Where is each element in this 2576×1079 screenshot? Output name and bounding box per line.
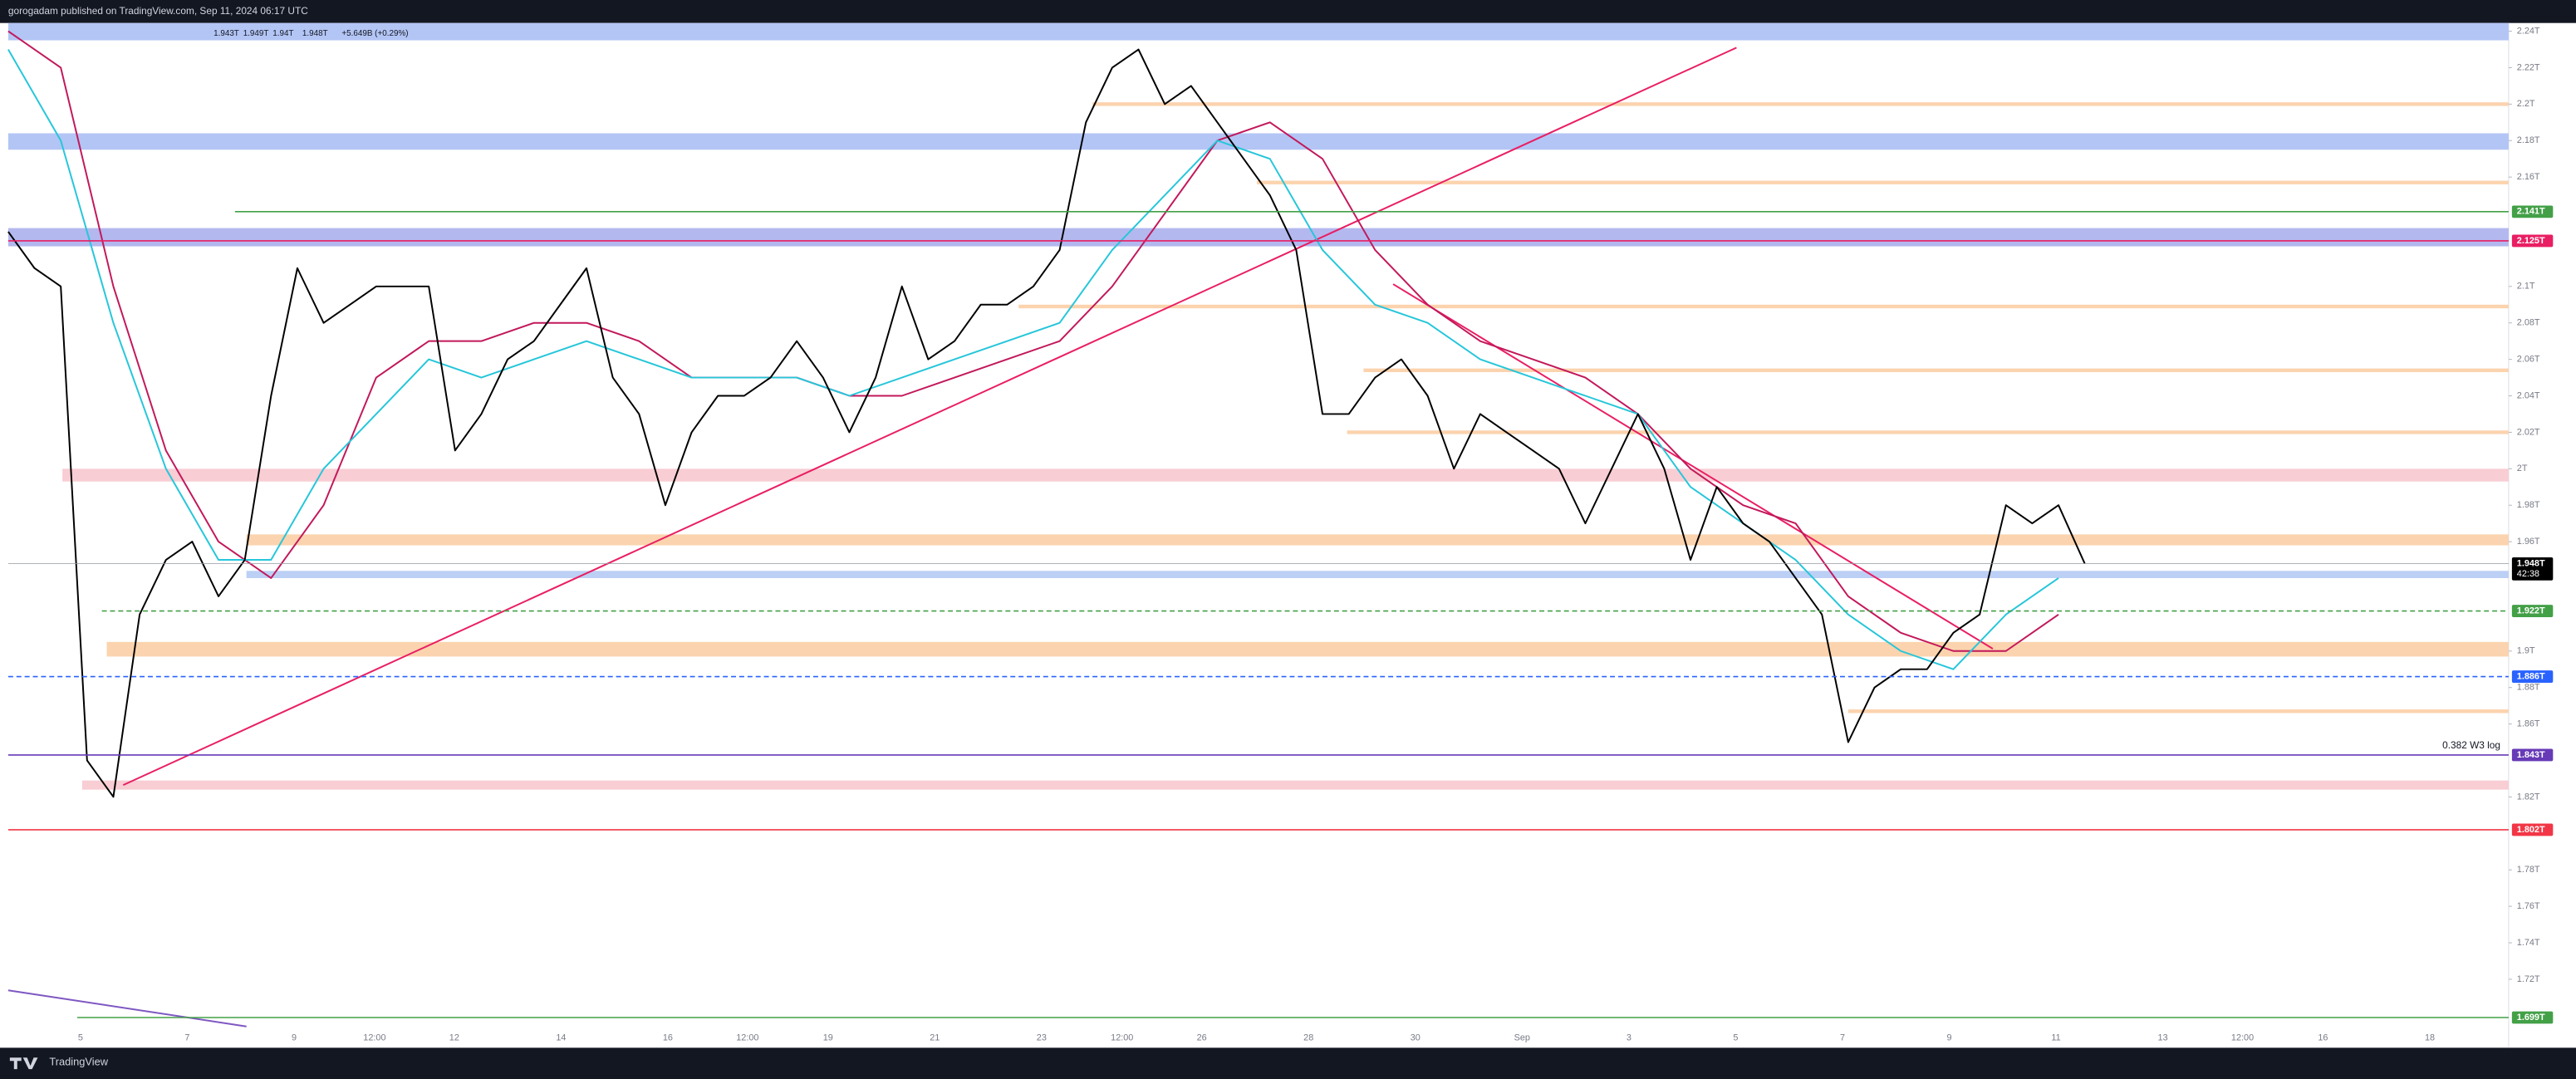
price-badge-label: 1.886T [2517, 671, 2545, 681]
zone [1018, 304, 2509, 309]
top-bar [0, 0, 2576, 23]
x-tick-label: 3 [1627, 1032, 1631, 1042]
price-badge-label: 1.948T [2517, 558, 2545, 568]
zone [81, 780, 2509, 790]
ohlc-value: 1.94T [272, 29, 293, 38]
x-tick-label: 12:00 [736, 1032, 758, 1042]
x-tick-label: 14 [556, 1032, 566, 1042]
ohlc-value: +5.649B (+0.29%) [341, 29, 408, 38]
y-tick-label: 1.98T [2517, 500, 2540, 510]
price-line [7, 48, 2086, 798]
zone [246, 571, 2509, 579]
zone [7, 133, 2509, 150]
y-tick-label: 2.1T [2517, 282, 2535, 292]
y-tick-label: 1.9T [2517, 646, 2535, 656]
x-tick-label: 26 [1197, 1032, 1207, 1042]
x-tick-label: 16 [2318, 1032, 2328, 1042]
price-badge-label: 1.922T [2517, 606, 2545, 616]
zone [1363, 368, 2509, 373]
countdown: 42:38 [2517, 569, 2539, 579]
annotation: 0.382 W3 log [2442, 739, 2500, 751]
y-tick-label: 1.76T [2517, 901, 2540, 911]
series [7, 30, 2086, 798]
footer: TradingView [49, 1056, 108, 1068]
trendline [122, 47, 1737, 786]
zone [7, 22, 2509, 41]
x-tick-label: 9 [292, 1032, 297, 1042]
price-badge-label: 1.699T [2517, 1013, 2545, 1023]
y-tick-label: 1.82T [2517, 792, 2540, 802]
zone [106, 641, 2509, 657]
zone [62, 468, 2509, 482]
x-tick-label: 7 [184, 1032, 189, 1042]
price-badge-label: 1.843T [2517, 750, 2545, 760]
x-tick-label: 12:00 [2231, 1032, 2254, 1042]
zone [1092, 102, 2509, 106]
x-tick-label: 19 [823, 1032, 833, 1042]
ohlc-value: 1.949T [243, 29, 269, 38]
y-tick-label: 2.16T [2517, 172, 2540, 182]
x-tick-label: 7 [1840, 1032, 1845, 1042]
x-tick-label: 13 [2158, 1032, 2168, 1042]
price-badge-label: 1.802T [2517, 825, 2545, 835]
y-tick-label: 1.74T [2517, 938, 2540, 948]
y-tick-label: 2.08T [2517, 318, 2540, 328]
x-tick-label: 12:00 [363, 1032, 385, 1042]
x-tick-label: 21 [930, 1032, 940, 1042]
header: gorogadam published on TradingView.com, … [8, 5, 308, 17]
y-tick-label: 2.22T [2517, 62, 2540, 72]
logo [9, 1057, 38, 1070]
x-tick-label: 28 [1303, 1032, 1313, 1042]
y-tick-label: 2.24T [2517, 26, 2540, 36]
price-badge [2511, 670, 2554, 683]
x-tick-label: 18 [2425, 1032, 2435, 1042]
zone [246, 534, 2509, 546]
x-tick-label: 9 [1946, 1032, 1951, 1042]
zone [1347, 430, 2509, 434]
y-tick-label: 2.06T [2517, 355, 2540, 365]
y-tick-label: 2.04T [2517, 390, 2540, 400]
trendline [7, 989, 247, 1028]
x-tick-label: 5 [78, 1032, 83, 1042]
x-tick-label: 5 [1733, 1032, 1738, 1042]
y-tick-label: 2.2T [2517, 99, 2535, 109]
y-tick-label: 2.02T [2517, 427, 2540, 437]
price-badge [2511, 748, 2554, 762]
ticks: 2.24T 2.22T 2.2T 2.18T 2.16T 2.1T 2.08T 2.06T 2.… [78, 26, 2540, 1042]
ohlc-value: 1.948T [302, 29, 328, 38]
y-tick-label: 1.72T [2517, 974, 2540, 984]
price-badge [2511, 234, 2554, 248]
x-tick-label: 30 [1411, 1032, 1420, 1042]
price-badge [2511, 557, 2554, 581]
zones [7, 22, 2509, 790]
bottom-bar [0, 1047, 2576, 1079]
price-badge [2511, 205, 2554, 218]
price-badge-label: 2.141T [2517, 207, 2545, 217]
price-badge [2511, 1011, 2554, 1024]
x-tick-label: 16 [663, 1032, 673, 1042]
x-tick-label: 11 [2051, 1032, 2060, 1042]
y-tick-label: 2T [2517, 463, 2528, 473]
y-tick-label: 1.78T [2517, 865, 2540, 875]
zone [1256, 180, 2509, 184]
x-tick-label: Sep [1514, 1032, 1530, 1042]
price-badge [2511, 823, 2554, 836]
zone [1847, 709, 2509, 714]
zone [7, 228, 2509, 247]
price-badge [2511, 605, 2554, 617]
price-badge-label: 2.125T [2517, 236, 2545, 246]
y-tick-label: 1.86T [2517, 719, 2540, 728]
price-line [7, 49, 2059, 670]
x-tick-label: 12:00 [1111, 1032, 1133, 1042]
y-tick-label: 1.88T [2517, 683, 2540, 693]
y-tick-label: 1.96T [2517, 537, 2540, 547]
x-tick-label: 12 [449, 1032, 459, 1042]
x-tick-label: 23 [1037, 1032, 1047, 1042]
ohlc-value: 1.943T [213, 29, 239, 38]
y-tick-label: 2.18T [2517, 135, 2540, 145]
